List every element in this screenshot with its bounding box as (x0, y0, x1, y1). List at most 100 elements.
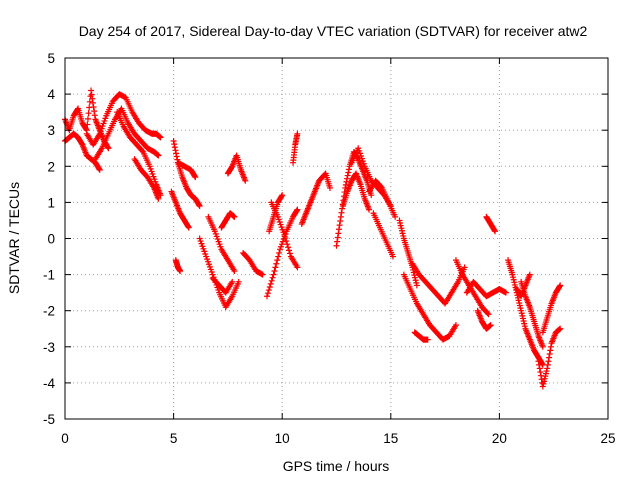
data-point (536, 361, 543, 368)
series-arc-21 (298, 170, 333, 228)
data-point (96, 165, 103, 172)
data-point (284, 241, 291, 248)
data-point (345, 169, 352, 176)
data-point (544, 365, 551, 372)
series-arc-08 (174, 159, 199, 181)
data-point (155, 152, 162, 159)
series-arc-27 (396, 217, 420, 289)
data-point (84, 115, 91, 122)
x-tick-label: 25 (600, 431, 615, 446)
data-point (173, 150, 180, 157)
y-tick-label: -4 (43, 376, 55, 391)
series-arc-13 (209, 275, 236, 296)
y-tick-label: 3 (47, 123, 55, 138)
data-point (104, 144, 111, 151)
data-point (84, 121, 91, 128)
data-point (276, 249, 283, 256)
data-point (96, 166, 103, 173)
y-tick-label: -2 (43, 304, 55, 319)
data-point (196, 203, 203, 210)
data-point (105, 145, 112, 152)
data-point (337, 217, 344, 224)
data-point (344, 175, 351, 182)
x-tick-label: 0 (61, 431, 69, 446)
data-point (389, 253, 396, 260)
y-tick-label: 0 (47, 232, 55, 247)
data-point (452, 322, 459, 329)
data-point (336, 222, 343, 229)
data-point (492, 228, 499, 235)
data-point (544, 361, 551, 368)
data-point (539, 360, 546, 367)
data-point (547, 343, 554, 350)
series-arc-22 (333, 148, 375, 249)
data-point (268, 277, 275, 284)
data-point (270, 271, 277, 278)
data-point (157, 134, 164, 141)
data-point (294, 206, 301, 213)
data-point (196, 201, 203, 208)
data-point (335, 226, 342, 233)
y-tick-label: -1 (43, 268, 55, 283)
data-point (461, 264, 468, 271)
data-point (368, 192, 375, 199)
data-point (278, 193, 285, 200)
data-point (191, 173, 198, 180)
data-point (171, 141, 178, 148)
data-point (424, 336, 431, 343)
data-point (335, 230, 342, 237)
y-tick-label: -3 (43, 340, 55, 355)
data-point (273, 260, 280, 267)
data-point (86, 98, 93, 105)
chart-title: Day 254 of 2017, Sidereal Day-to-day VTE… (79, 23, 588, 39)
data-point (344, 172, 351, 179)
data-point (177, 267, 184, 274)
data-point (546, 354, 553, 361)
series-arc-09 (168, 188, 192, 231)
series-arc-32 (463, 278, 509, 300)
data-point (286, 247, 293, 254)
data-point (286, 250, 293, 257)
data-point (294, 264, 301, 271)
data-point (275, 253, 282, 260)
data-point (293, 207, 300, 214)
data-point (171, 144, 178, 151)
data-point (89, 99, 96, 106)
data-point (231, 213, 238, 220)
series-arc-31 (452, 257, 492, 318)
data-point (173, 153, 180, 160)
data-point (235, 278, 242, 285)
data-point (88, 91, 95, 98)
data-point (229, 278, 236, 285)
series-arc-35 (505, 257, 546, 368)
data-point (526, 271, 533, 278)
data-point (185, 224, 192, 231)
axis-ticks (64, 57, 609, 420)
series-arc-36 (518, 278, 546, 350)
data-point (139, 147, 146, 154)
series-arc-12 (205, 213, 238, 274)
data-point (192, 174, 199, 181)
data-point (267, 280, 274, 287)
data-point (90, 103, 97, 110)
series-arc-20 (290, 130, 301, 166)
x-tick-label: 15 (383, 431, 398, 446)
data-point (283, 238, 290, 245)
series-arc-14 (224, 152, 249, 184)
data-point (334, 238, 341, 245)
series-arc-02 (62, 130, 103, 173)
data-point (491, 227, 498, 234)
series-arc-39 (513, 271, 533, 300)
tick-labels: 0 5 10 15 20 25 -5 -4 -3 -2 -1 0 1 2 3 4 5 (43, 51, 616, 446)
data-point (88, 87, 95, 94)
data-point (274, 257, 281, 264)
data-point (392, 213, 399, 220)
series-arc-28 (400, 271, 459, 343)
data-point (170, 138, 177, 145)
series-arc-26 (370, 210, 396, 260)
data-point (536, 365, 543, 372)
series-arc-34 (483, 213, 499, 235)
data-point (91, 112, 98, 119)
series-arc-06 (131, 156, 162, 202)
y-tick-label: -5 (43, 412, 55, 427)
